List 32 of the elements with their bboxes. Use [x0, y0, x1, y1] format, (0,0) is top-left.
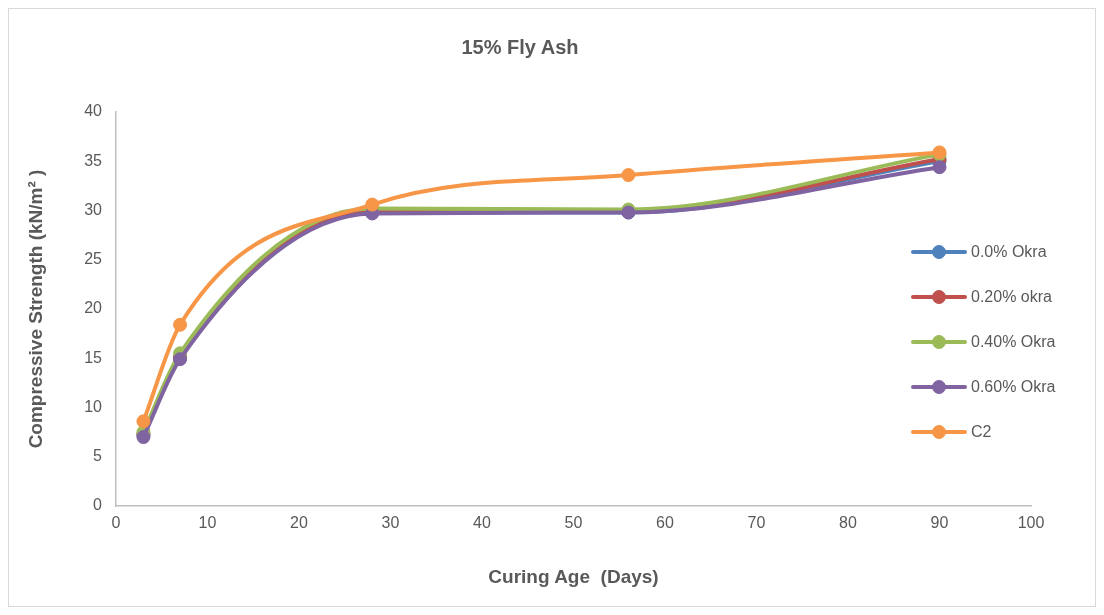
y-tick-label: 30 — [84, 200, 103, 218]
legend-label: 0.60% Okra — [971, 378, 1056, 396]
y-tick-label: 15 — [84, 348, 103, 366]
x-tick-label: 60 — [656, 514, 674, 532]
x-tick-label: 90 — [930, 514, 949, 532]
point — [173, 317, 188, 332]
legend-label: C2 — [971, 423, 992, 441]
y-tick-label: 10 — [84, 397, 103, 415]
y-axis-title: Compressive Strength (kN/m² ) — [24, 169, 46, 449]
x-tick-label: 70 — [747, 514, 766, 532]
x-axis-title: Curing Age (Days) — [488, 565, 659, 587]
x-tick-label: 50 — [564, 514, 583, 532]
x-tick-label: 100 — [1017, 514, 1045, 532]
y-tick-label: 0 — [93, 496, 103, 514]
y-tick-label: 25 — [84, 250, 103, 268]
y-tick-label: 5 — [93, 447, 103, 465]
y-tick-label: 20 — [84, 299, 103, 317]
point — [136, 414, 151, 429]
y-tick-label: 40 — [84, 102, 103, 120]
x-tick-label: 30 — [381, 514, 400, 532]
y-tick-label: 35 — [84, 151, 103, 169]
x-tick-label: 40 — [473, 514, 491, 532]
x-tick-label: 20 — [290, 514, 308, 532]
legend-label: 0.20% okra — [971, 288, 1052, 306]
point — [621, 168, 636, 183]
legend-label: 0.0% Okra — [971, 243, 1047, 261]
x-tick-label: 80 — [839, 514, 857, 532]
chart-title: 15% Fly Ash — [461, 35, 579, 58]
point — [365, 197, 380, 212]
x-tick-label: 10 — [198, 514, 217, 532]
legend-label: 0.40% Okra — [971, 333, 1056, 351]
x-tick-label: 0 — [111, 514, 121, 532]
